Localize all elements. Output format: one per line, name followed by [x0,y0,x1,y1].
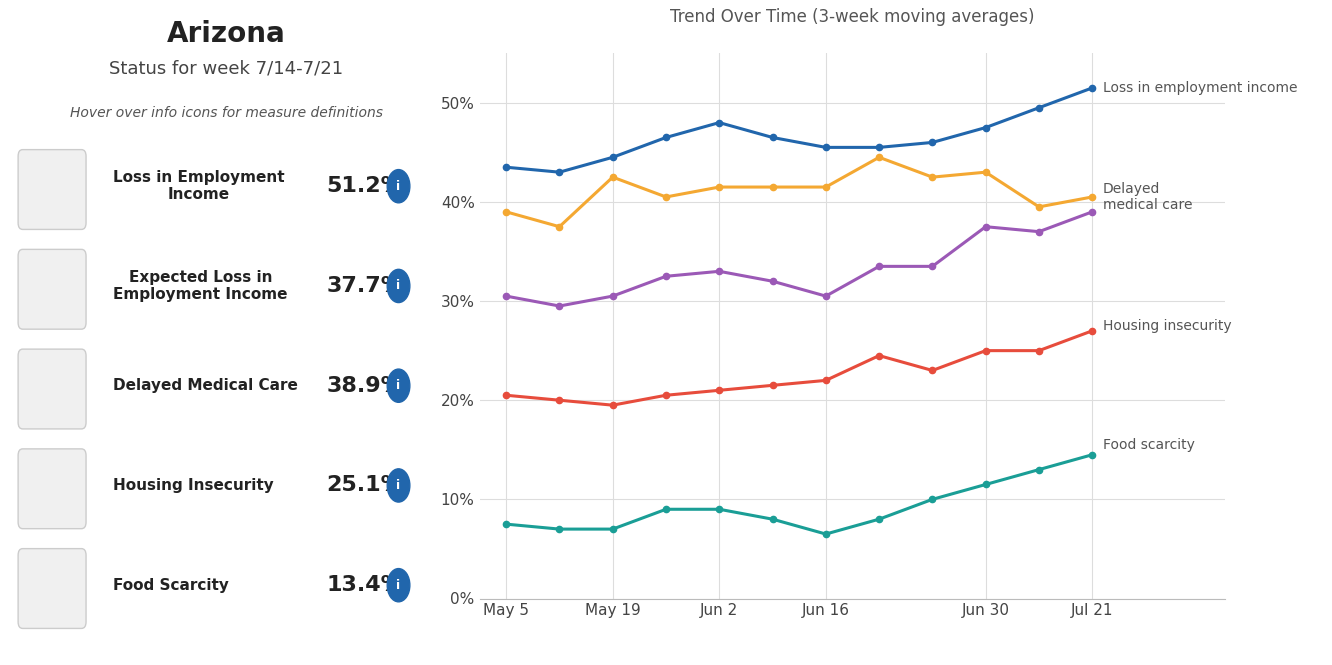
Text: Trend Over Time (3-week moving averages): Trend Over Time (3-week moving averages) [670,8,1035,26]
Text: Loss in employment income: Loss in employment income [1103,81,1297,95]
FancyBboxPatch shape [19,449,87,529]
FancyBboxPatch shape [19,549,87,628]
Text: 37.7%: 37.7% [326,276,404,296]
Text: Housing Insecurity: Housing Insecurity [113,478,274,493]
FancyBboxPatch shape [19,249,87,329]
Text: 13.4%: 13.4% [326,575,404,595]
Text: Delayed
medical care: Delayed medical care [1103,182,1192,212]
Text: Status for week 7/14-7/21: Status for week 7/14-7/21 [109,60,344,78]
Text: Food Scarcity: Food Scarcity [113,578,229,593]
Text: 51.2%: 51.2% [326,176,404,196]
Text: Loss in Employment
Income: Loss in Employment Income [113,170,285,202]
Text: i: i [397,180,401,193]
Text: i: i [397,279,401,293]
Circle shape [388,170,410,203]
FancyBboxPatch shape [19,349,87,429]
Text: Housing insecurity: Housing insecurity [1103,319,1232,333]
Text: Arizona: Arizona [166,20,286,48]
Text: 38.9%: 38.9% [326,376,404,396]
Text: Expected Loss in
Employment Income: Expected Loss in Employment Income [113,270,288,302]
Circle shape [388,569,410,602]
Text: Hover over info icons for measure definitions: Hover over info icons for measure defini… [71,106,382,120]
Circle shape [388,469,410,502]
Text: Delayed Medical Care: Delayed Medical Care [113,378,298,393]
Text: Food scarcity: Food scarcity [1103,438,1195,452]
Text: 25.1%: 25.1% [326,475,404,495]
Text: i: i [397,379,401,392]
FancyBboxPatch shape [19,150,87,229]
Text: i: i [397,579,401,592]
Circle shape [388,369,410,402]
Circle shape [388,269,410,303]
Text: i: i [397,479,401,492]
